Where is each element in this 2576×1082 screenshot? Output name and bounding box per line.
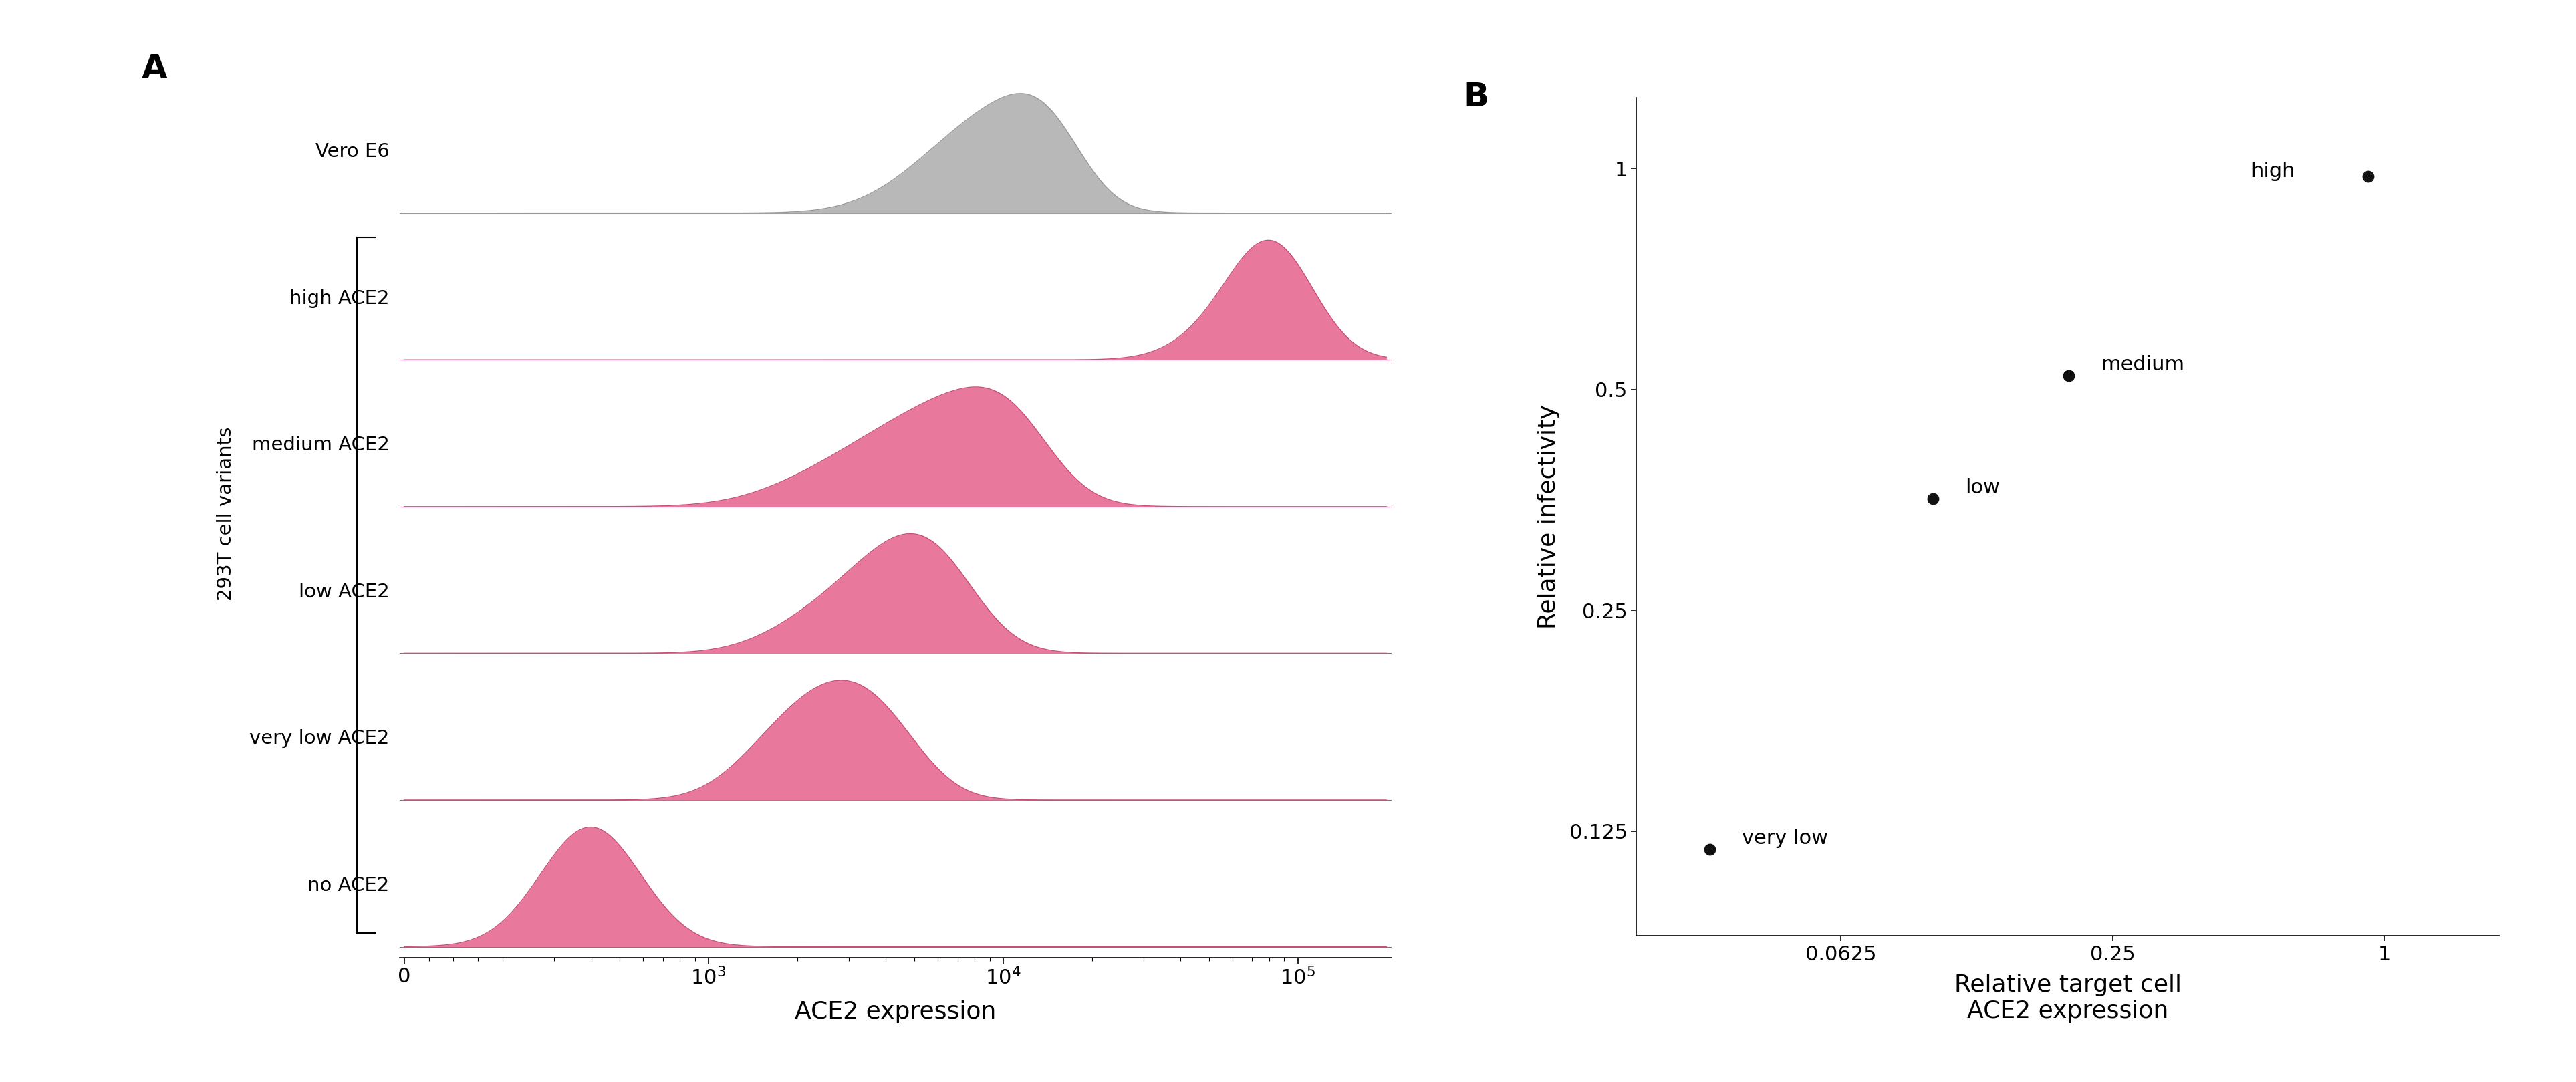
X-axis label: Relative target cell
ACE2 expression: Relative target cell ACE2 expression — [1953, 974, 2182, 1022]
Text: B: B — [1463, 81, 1489, 113]
Text: very low ACE2: very low ACE2 — [250, 729, 389, 748]
Text: Vero E6: Vero E6 — [314, 143, 389, 161]
Text: A: A — [142, 53, 167, 84]
Text: very low: very low — [1741, 829, 1829, 848]
Text: high ACE2: high ACE2 — [289, 289, 389, 308]
Text: medium ACE2: medium ACE2 — [252, 436, 389, 454]
Text: no ACE2: no ACE2 — [307, 876, 389, 895]
Y-axis label: Relative infectivity: Relative infectivity — [1538, 405, 1558, 629]
Text: high: high — [2249, 162, 2295, 182]
Text: 293T cell variants: 293T cell variants — [216, 427, 234, 601]
Text: low ACE2: low ACE2 — [299, 583, 389, 602]
Point — [1687, 841, 1728, 858]
Point — [2347, 168, 2388, 185]
Point — [1911, 490, 1953, 507]
Text: low: low — [1965, 477, 1999, 497]
Point — [2048, 367, 2089, 384]
Text: medium: medium — [2099, 355, 2184, 374]
X-axis label: ACE2 expression: ACE2 expression — [793, 1000, 997, 1022]
